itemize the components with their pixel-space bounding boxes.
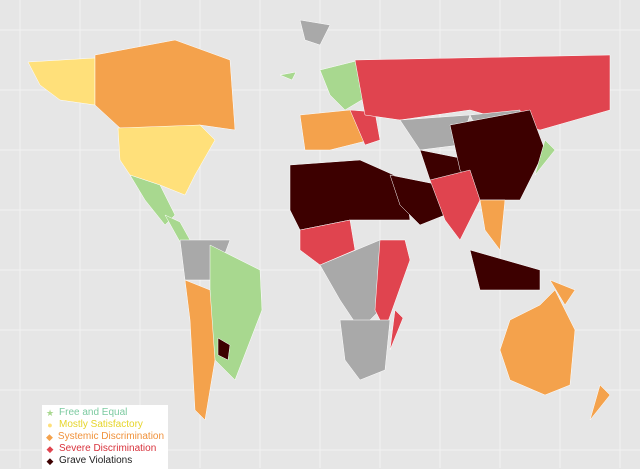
legend-label: Grave Violations <box>59 455 133 466</box>
legend-item-systemic-discrimination: ◆ Systemic Discrimination <box>46 431 164 443</box>
region-australia <box>499 289 576 396</box>
diamond-icon: ◆ <box>46 432 53 442</box>
circle-icon: ● <box>47 420 53 430</box>
region-japan <box>534 139 556 176</box>
region-greenland <box>299 19 331 46</box>
region-southern-africa <box>339 319 391 381</box>
region-canada <box>94 39 236 131</box>
region-madagascar <box>389 309 404 351</box>
region-central-america <box>164 214 191 243</box>
region-andean-south-america <box>184 279 216 421</box>
legend-item-severe-discrimination: ◆ Severe Discrimination <box>46 443 164 455</box>
region-southeast-asia <box>479 199 506 251</box>
region-new-zealand <box>589 384 611 421</box>
legend-item-mostly-satisfactory: ● Mostly Satisfactory <box>46 419 164 431</box>
region-usa <box>117 124 216 196</box>
region-alaska <box>27 57 96 106</box>
region-indonesia <box>469 249 541 291</box>
legend-item-free-and-equal: ★ Free and Equal <box>46 407 164 419</box>
legend-label: Severe Discrimination <box>59 443 157 454</box>
region-india <box>429 169 481 241</box>
region-east-africa <box>374 239 411 331</box>
region-iceland <box>279 71 297 81</box>
star-icon: ★ <box>46 408 55 418</box>
legend-label: Systemic Discrimination <box>57 431 165 442</box>
legend-item-grave-violations: ◆ Grave Violations <box>46 455 164 467</box>
region-china <box>449 109 546 201</box>
region-paraguay <box>217 337 231 361</box>
diamond-icon: ◆ <box>46 444 54 454</box>
legend-label: Free and Equal <box>59 407 128 418</box>
region-north-africa <box>289 159 411 231</box>
region-brazil <box>209 244 263 381</box>
region-western-europe <box>299 109 371 151</box>
region-papua-new-guinea <box>549 279 576 306</box>
diamond-icon: ◆ <box>46 456 54 466</box>
legend: ★ Free and Equal ● Mostly Satisfactory ◆ Sy… <box>42 405 168 469</box>
legend-label: Mostly Satisfactory <box>59 419 143 430</box>
